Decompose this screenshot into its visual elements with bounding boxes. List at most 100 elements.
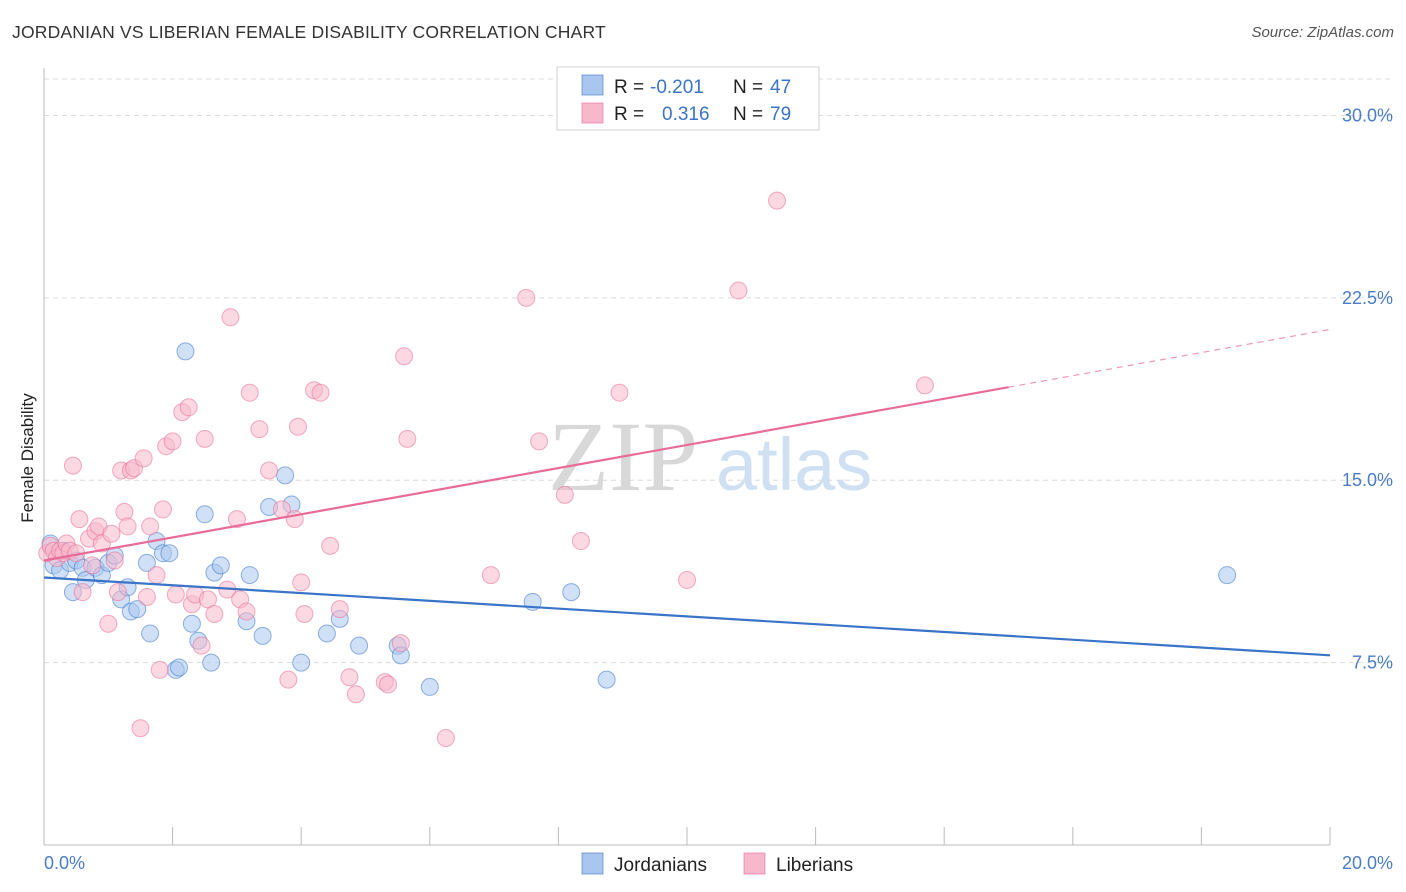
liberian-point — [395, 347, 414, 366]
liberian-point — [321, 536, 340, 555]
liberian-trend-line-extension — [1008, 328, 1331, 388]
liberian-point — [83, 556, 102, 575]
liberian-point — [118, 517, 137, 536]
liberian-point — [285, 510, 304, 529]
jordanian-point — [141, 624, 160, 643]
liberian-point — [517, 288, 536, 307]
liberian-point — [340, 668, 359, 687]
liberian-trend-line — [43, 386, 1009, 562]
liberian-point — [571, 532, 590, 551]
legend-n-label-liberians: N = — [733, 104, 763, 125]
liberian-point — [330, 600, 349, 619]
bottom-legend-jordanians: Jordanians — [614, 855, 707, 876]
jordanian-point — [292, 653, 311, 672]
jordanian-point — [160, 544, 179, 563]
tick-labels: 7.5% 15.0% 22.5% 30.0% 0.0% 20.0% — [44, 105, 1393, 873]
liberian-point — [150, 660, 169, 679]
liberian-point — [221, 308, 240, 327]
liberian-point — [678, 570, 696, 589]
liberian-point — [166, 585, 185, 604]
source-credit: Source: ZipAtlas.com — [1251, 24, 1394, 41]
liberian-point — [115, 502, 134, 521]
bottom-legend-swatch-liberians — [743, 852, 766, 875]
y-axis-title: Female Disability — [18, 393, 37, 523]
liberian-point — [398, 429, 417, 448]
jordanian-trend-line — [43, 576, 1331, 657]
legend-r-label-jordanians: R = — [614, 77, 644, 98]
liberian-point — [346, 685, 365, 704]
chart-title: JORDANIAN VS LIBERIAN FEMALE DISABILITY … — [12, 22, 606, 42]
liberian-point — [295, 604, 314, 623]
liberian-point — [141, 517, 160, 536]
liberian-point — [108, 583, 127, 602]
jordanian-point — [137, 553, 156, 572]
liberian-point — [73, 583, 92, 602]
liberian-point — [391, 634, 410, 653]
liberian-point — [436, 729, 455, 748]
liberian-point — [70, 510, 89, 529]
legend-n-label-jordanians: N = — [733, 77, 763, 98]
jordanian-point — [253, 626, 272, 645]
jordanian-point — [182, 614, 201, 633]
jordanian-point — [240, 566, 259, 585]
liberian-point — [179, 398, 198, 417]
jordanian-point — [128, 600, 147, 619]
liberian-point — [131, 719, 150, 738]
y-tick-label: 15.0% — [1342, 470, 1393, 490]
liberian-point — [237, 602, 256, 621]
liberian-point — [163, 432, 182, 451]
bottom-legend-liberians: Liberians — [776, 855, 853, 876]
bottom-legend-swatch-jordanians — [581, 852, 604, 875]
liberian-point — [195, 429, 214, 448]
data-points — [38, 191, 1237, 748]
bottom-legend: Jordanians Liberians — [581, 852, 853, 876]
trend-lines — [43, 328, 1331, 657]
liberian-point — [915, 376, 934, 395]
liberian-point — [379, 675, 398, 694]
liberian-point — [192, 636, 211, 655]
x-tick-label-min: 0.0% — [44, 853, 85, 873]
jordanian-point — [211, 556, 230, 575]
jordanian-point — [1218, 566, 1237, 585]
legend-n-value-jordanians: 47 — [770, 77, 791, 98]
jordanian-point — [420, 677, 439, 696]
liberian-point — [530, 432, 549, 451]
watermark-atlas: atlas — [716, 423, 872, 506]
liberian-point — [250, 420, 269, 439]
liberian-point — [240, 383, 259, 402]
jordanian-point — [597, 670, 616, 689]
liberian-point — [134, 449, 153, 468]
jordanian-point — [276, 466, 295, 485]
liberian-point — [99, 614, 118, 633]
jordanian-point — [170, 658, 189, 677]
legend-swatch-jordanians — [581, 74, 604, 96]
liberian-point — [768, 191, 787, 210]
liberian-point — [260, 461, 279, 480]
liberian-point — [63, 456, 82, 475]
jordanian-point — [176, 342, 195, 361]
liberian-point — [279, 670, 298, 689]
liberian-point — [311, 383, 330, 402]
liberian-point — [288, 417, 307, 436]
liberian-point — [292, 573, 311, 592]
legend-n-value-liberians: 79 — [770, 104, 791, 125]
axes — [43, 68, 1331, 846]
legend-r-value-jordanians: -0.201 — [650, 77, 704, 98]
jordanian-point — [195, 505, 214, 524]
jordanian-point — [562, 583, 581, 602]
liberian-point — [610, 383, 629, 402]
liberian-point — [137, 587, 156, 606]
jordanian-point — [317, 624, 336, 643]
y-tick-label: 7.5% — [1352, 653, 1393, 673]
liberian-point — [227, 510, 246, 529]
legend: R = -0.201 N = 47 R = 0.316 N = 79 — [556, 66, 820, 131]
x-tick-label-max: 20.0% — [1342, 853, 1393, 873]
jordanian-point — [350, 636, 369, 655]
liberian-point — [102, 524, 121, 543]
legend-swatch-liberians — [581, 102, 604, 124]
liberian-point — [105, 551, 124, 570]
liberian-point — [729, 281, 748, 300]
legend-r-label-liberians: R = — [614, 104, 644, 125]
liberian-point — [555, 485, 574, 504]
